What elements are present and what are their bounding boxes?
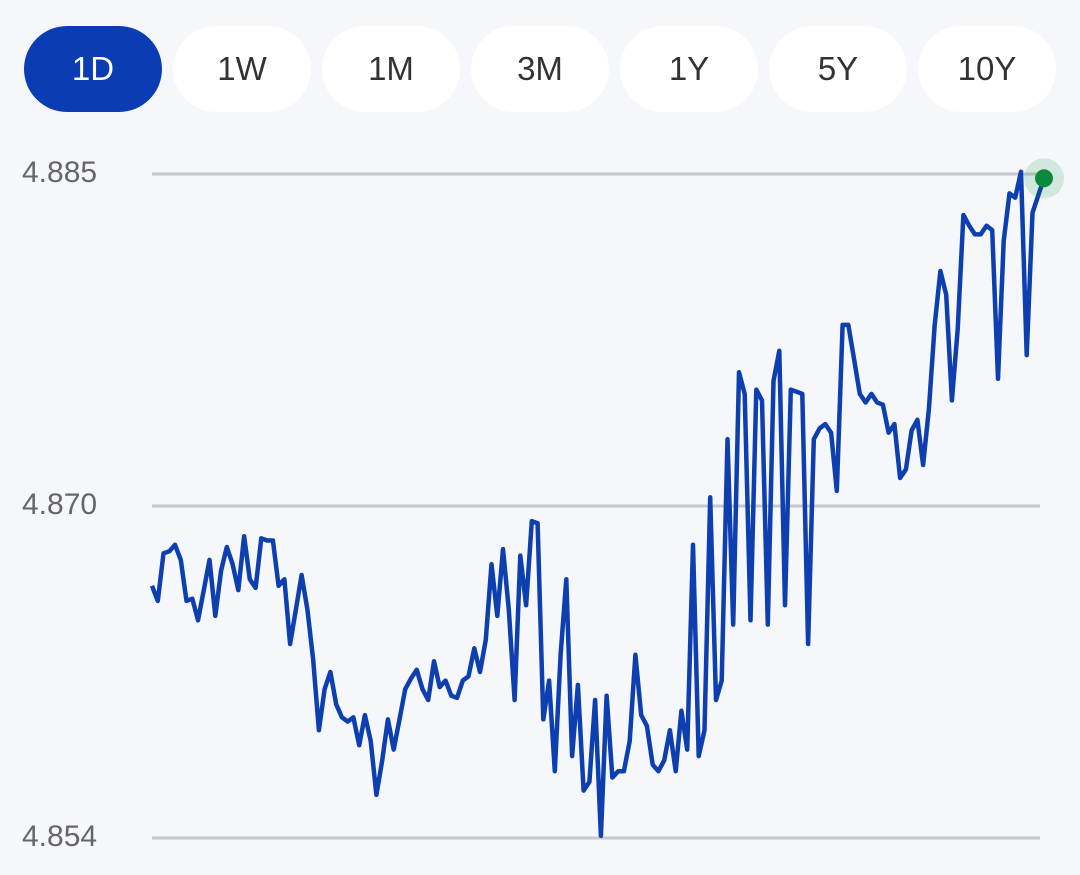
range-tab[interactable]: 1W bbox=[173, 26, 311, 112]
y-tick-label: 4.870 bbox=[22, 488, 97, 521]
range-tab[interactable]: 1M bbox=[322, 26, 460, 112]
end-marker bbox=[1035, 169, 1053, 188]
range-tab[interactable]: 3M bbox=[471, 26, 609, 112]
y-tick-label: 4.854 bbox=[22, 820, 97, 853]
range-tabs: 1D 1W 1M 3M 1Y 5Y 10Y bbox=[24, 26, 1056, 112]
range-tab[interactable]: 5Y bbox=[769, 26, 907, 112]
range-tab[interactable]: 1D bbox=[24, 26, 162, 112]
range-tab[interactable]: 1Y bbox=[620, 26, 758, 112]
range-tab[interactable]: 10Y bbox=[918, 26, 1056, 112]
price-line bbox=[149, 169, 1047, 839]
y-tick-label: 4.885 bbox=[22, 156, 97, 189]
